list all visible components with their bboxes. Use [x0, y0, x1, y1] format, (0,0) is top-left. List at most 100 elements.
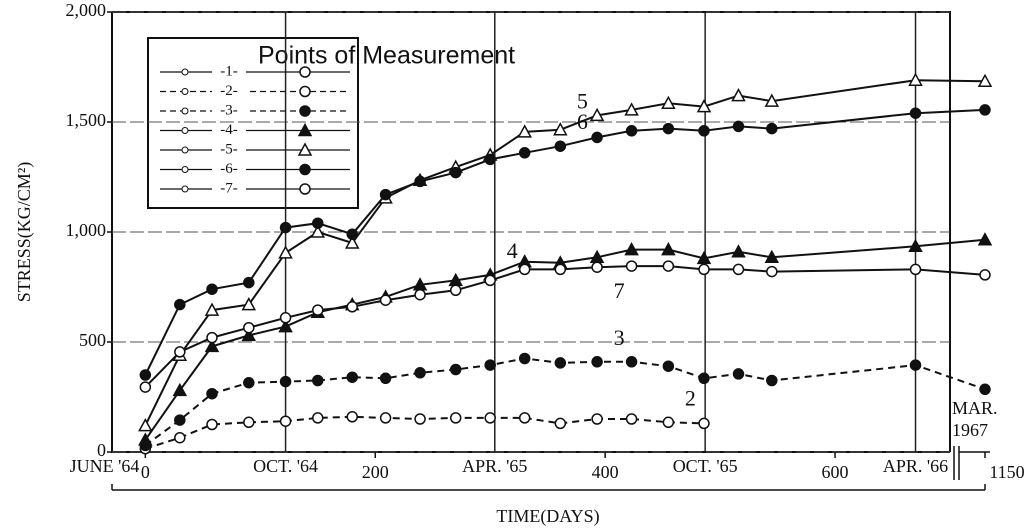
data-point — [662, 360, 675, 372]
date-label: OCT. '65 — [673, 456, 738, 476]
data-point — [553, 122, 568, 136]
data-point — [698, 417, 710, 430]
data-point — [554, 417, 567, 430]
x-tick-label: 200 — [362, 462, 389, 482]
legend-text-bg — [212, 181, 246, 197]
data-point — [518, 147, 531, 159]
y-tick-label: 2,000 — [66, 0, 107, 20]
data-point — [172, 382, 188, 397]
data-point — [243, 276, 255, 289]
x-tick-label: 400 — [592, 462, 619, 482]
data-point — [589, 107, 605, 122]
data-point — [696, 99, 712, 113]
data-point — [661, 242, 676, 256]
data-point — [591, 131, 603, 144]
legend-dot — [181, 68, 189, 76]
data-point — [484, 412, 496, 424]
data-point — [243, 416, 255, 429]
legend-marker — [299, 183, 311, 195]
data-point — [979, 269, 991, 281]
legend-marker — [299, 66, 311, 78]
data-point — [204, 302, 220, 316]
legend-dot — [181, 107, 189, 115]
data-point — [206, 331, 218, 344]
data-point — [484, 274, 496, 287]
data-point — [139, 381, 152, 393]
data-point — [206, 283, 218, 295]
data-point — [346, 228, 358, 240]
data-point — [662, 416, 675, 429]
legend-label: -5- — [220, 141, 238, 157]
data-point — [414, 367, 426, 379]
legend-box — [147, 37, 359, 209]
break-note: 1967 — [952, 420, 988, 440]
data-point — [241, 297, 257, 311]
data-point — [732, 368, 745, 380]
data-point — [732, 120, 745, 133]
x-tick-label: 600 — [822, 462, 849, 482]
data-point — [379, 294, 392, 306]
data-point — [279, 221, 292, 234]
legend-title: Points of Measurement — [258, 42, 515, 70]
data-point — [414, 413, 426, 425]
x-tick-label: 1150 — [989, 462, 1024, 482]
y-tick-label: 0 — [97, 440, 106, 460]
legend-label: -2- — [220, 83, 238, 99]
legend-text-bg — [212, 142, 246, 158]
data-point — [206, 418, 218, 431]
data-point — [414, 175, 426, 188]
data-point — [449, 412, 462, 424]
data-point — [312, 374, 324, 387]
legend-dot — [181, 166, 189, 173]
date-label: JUNE '64 — [70, 456, 140, 476]
series-label: 7 — [614, 278, 625, 303]
data-point — [518, 352, 531, 365]
legend-marker — [299, 163, 311, 176]
data-point — [909, 107, 922, 119]
legend-text-bg — [212, 83, 246, 100]
data-point — [908, 238, 923, 253]
legend-text-bg — [212, 161, 246, 178]
data-point — [696, 250, 712, 265]
data-point — [174, 414, 186, 426]
data-point — [278, 319, 293, 333]
data-point — [625, 125, 638, 137]
data-point — [174, 298, 186, 311]
x-tick-label: 0 — [141, 462, 150, 482]
series-label: 4 — [507, 238, 518, 263]
x-axis-label: TIME(DAYS) — [496, 506, 599, 527]
data-point — [243, 376, 255, 389]
data-point — [764, 249, 780, 264]
data-point — [977, 73, 993, 88]
data-point — [379, 188, 392, 201]
data-point — [279, 312, 292, 324]
data-point — [518, 412, 531, 424]
data-point — [764, 93, 780, 107]
data-point — [731, 244, 746, 258]
data-point — [379, 412, 392, 424]
legend-marker — [299, 85, 311, 98]
data-point — [554, 263, 567, 276]
data-point — [766, 265, 778, 278]
data-point — [279, 375, 292, 388]
data-point — [661, 95, 676, 110]
data-point — [979, 104, 991, 116]
y-tick-label: 500 — [79, 330, 106, 350]
data-point — [346, 371, 358, 383]
data-point — [909, 359, 922, 371]
date-label: APR. '66 — [883, 456, 948, 476]
data-point — [698, 263, 710, 276]
legend-label: -3- — [220, 102, 238, 118]
data-point — [977, 232, 993, 246]
data-point — [312, 304, 324, 316]
legend-label: -7- — [220, 180, 238, 196]
data-point — [204, 338, 220, 353]
data-point — [414, 288, 426, 301]
data-point — [662, 122, 675, 135]
data-point — [731, 88, 746, 102]
data-point — [554, 140, 567, 152]
legend-marker — [297, 122, 313, 137]
data-point — [138, 418, 153, 432]
